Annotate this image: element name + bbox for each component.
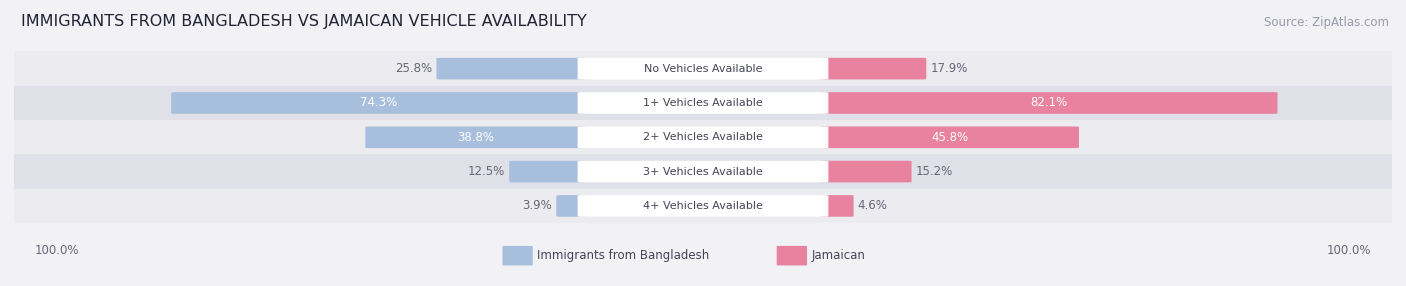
Text: 15.2%: 15.2%	[915, 165, 953, 178]
Text: 1+ Vehicles Available: 1+ Vehicles Available	[643, 98, 763, 108]
FancyBboxPatch shape	[820, 58, 927, 80]
FancyBboxPatch shape	[578, 195, 828, 217]
Text: 38.8%: 38.8%	[457, 131, 494, 144]
Text: Jamaican: Jamaican	[811, 249, 865, 262]
Text: 25.8%: 25.8%	[395, 62, 433, 75]
FancyBboxPatch shape	[578, 58, 828, 80]
FancyBboxPatch shape	[172, 92, 586, 114]
FancyBboxPatch shape	[578, 92, 828, 114]
Text: 12.5%: 12.5%	[468, 165, 505, 178]
Text: 2+ Vehicles Available: 2+ Vehicles Available	[643, 132, 763, 142]
Text: 100.0%: 100.0%	[1327, 244, 1371, 257]
Text: 100.0%: 100.0%	[35, 244, 79, 257]
FancyBboxPatch shape	[578, 161, 828, 182]
FancyBboxPatch shape	[436, 58, 586, 80]
Bar	[14, 120, 1392, 154]
FancyBboxPatch shape	[509, 161, 586, 182]
Text: 74.3%: 74.3%	[360, 96, 396, 110]
Bar	[14, 154, 1392, 189]
FancyBboxPatch shape	[820, 92, 1278, 114]
Text: 4+ Vehicles Available: 4+ Vehicles Available	[643, 201, 763, 211]
Text: Source: ZipAtlas.com: Source: ZipAtlas.com	[1264, 16, 1389, 29]
Text: IMMIGRANTS FROM BANGLADESH VS JAMAICAN VEHICLE AVAILABILITY: IMMIGRANTS FROM BANGLADESH VS JAMAICAN V…	[21, 14, 586, 29]
Text: No Vehicles Available: No Vehicles Available	[644, 64, 762, 74]
FancyBboxPatch shape	[578, 126, 828, 148]
Text: 3.9%: 3.9%	[523, 199, 553, 212]
FancyBboxPatch shape	[820, 126, 1078, 148]
FancyBboxPatch shape	[557, 195, 586, 217]
FancyBboxPatch shape	[776, 246, 807, 265]
Text: 82.1%: 82.1%	[1031, 96, 1067, 110]
Bar	[14, 51, 1392, 86]
Text: 45.8%: 45.8%	[931, 131, 969, 144]
FancyBboxPatch shape	[502, 246, 533, 265]
Bar	[14, 86, 1392, 120]
FancyBboxPatch shape	[366, 126, 586, 148]
FancyBboxPatch shape	[820, 195, 853, 217]
FancyBboxPatch shape	[820, 161, 911, 182]
Text: 17.9%: 17.9%	[931, 62, 967, 75]
Bar	[14, 189, 1392, 223]
Text: 4.6%: 4.6%	[858, 199, 887, 212]
Text: 3+ Vehicles Available: 3+ Vehicles Available	[643, 167, 763, 176]
Text: Immigrants from Bangladesh: Immigrants from Bangladesh	[537, 249, 709, 262]
